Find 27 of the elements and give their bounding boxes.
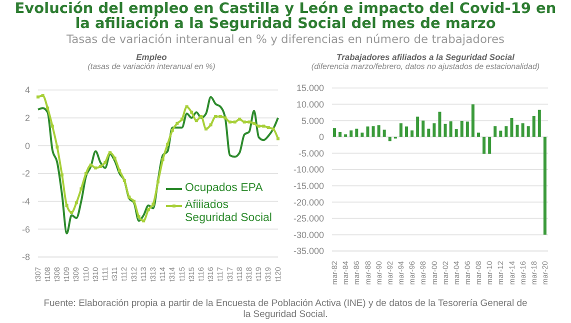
y-tick-label: -10.000 <box>293 164 324 175</box>
y-tick-label: -25.000 <box>293 214 324 224</box>
y-tick-label: -30.000 <box>293 230 324 240</box>
chart-title: Trabajadores afiliados a la Seguridad Social <box>336 52 516 62</box>
chart-subtitle: (diferencia marzo/febrero, datos no ajustados de estacionalidad) <box>310 62 541 73</box>
y-tick-label: -5.000 <box>298 148 324 158</box>
y-tick-label: -35.000 <box>293 246 324 256</box>
y-tick-label: -6 <box>22 224 30 234</box>
y-tick-label: 5.000 <box>301 116 324 126</box>
chart-title: Empleo <box>135 52 168 62</box>
legend-label: Ocupados EPA <box>185 182 263 195</box>
chart-subtitle: (tasas de variación interanual en %) <box>86 62 216 73</box>
y-tick-label: 4 <box>24 85 30 96</box>
y-tick-label: -8 <box>22 252 30 262</box>
text: Evolución del empleo en Castilla y León e impacto del Covid-19 en la afiliación a la Seguridad Social del mes de marzo <box>14 1 558 32</box>
y-tick-label: 15.000 <box>296 83 324 94</box>
y-tick-label: 0 <box>24 140 30 151</box>
y-tick-label: -2 <box>22 168 30 179</box>
y-tick-label: -4 <box>22 196 30 207</box>
text: Tasas de variación interanual en % y diferencias en número de trabajadores <box>65 32 506 46</box>
y-tick-label: -20.000 <box>293 197 324 208</box>
legend-label: Afiliados Seguridad Social <box>185 199 273 225</box>
y-tick-label: -15.000 <box>293 180 324 191</box>
y-tick-label: 10.000 <box>296 99 324 110</box>
source-note: Fuente: Elaboración propia a partir de la Encuesta de Población Activa (INE) y de datos de la Tesorería General de la Seguridad Social. <box>42 298 528 320</box>
y-tick-label: 2 <box>24 113 30 124</box>
y-tick-label: 0 <box>318 132 324 142</box>
